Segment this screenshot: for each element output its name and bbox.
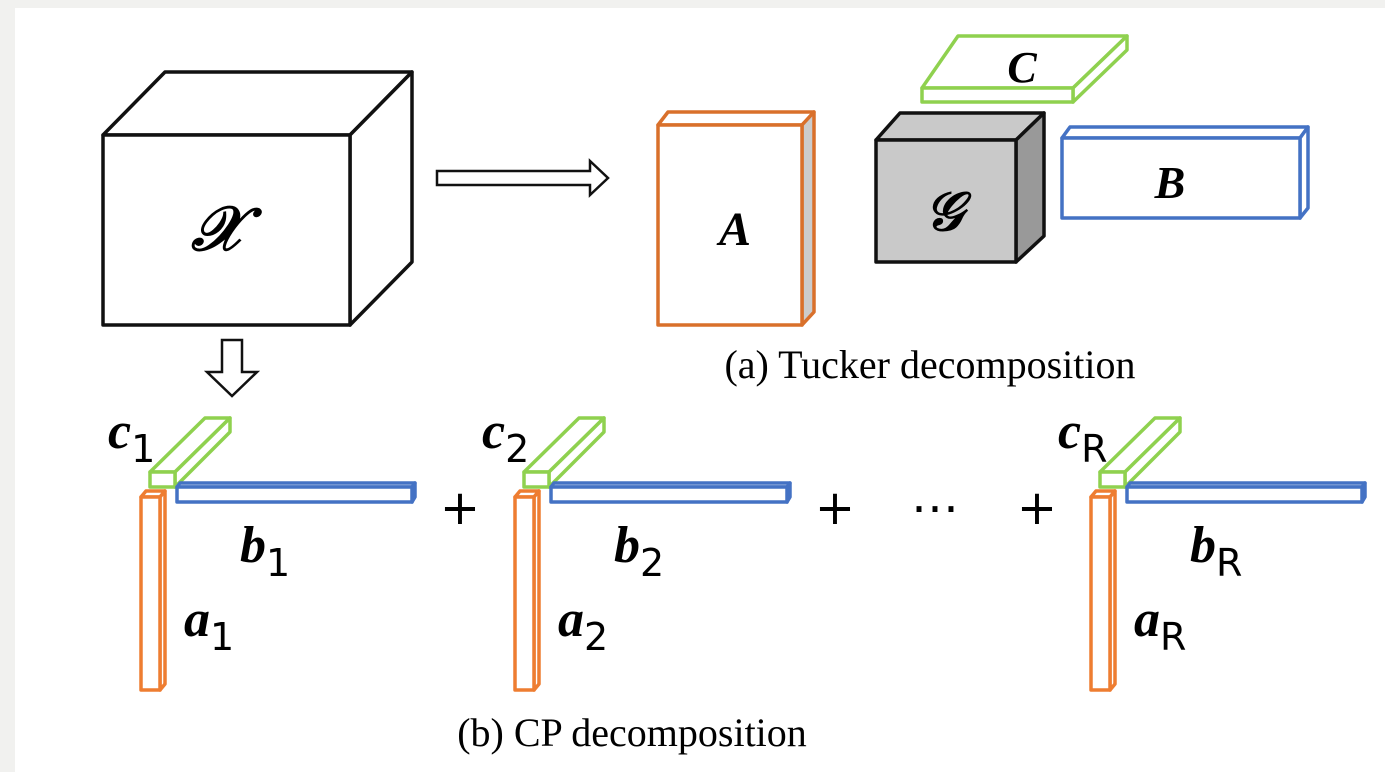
factor-a-label: A [716, 203, 751, 256]
a-label-sub: R [1160, 615, 1186, 659]
a-label-sub: 2 [584, 615, 608, 659]
cp-caption: (b) CP decomposition [457, 710, 807, 755]
factor-c-label: C [1007, 43, 1037, 92]
b-label-base: b [614, 517, 640, 574]
b-vector [1127, 483, 1365, 502]
a-vector [515, 491, 539, 690]
c-label-sub: 1 [131, 427, 155, 471]
a-vector [1091, 491, 1115, 690]
a-label-base: a [184, 591, 210, 648]
a-front [515, 497, 534, 690]
b-front [1127, 487, 1362, 502]
c-front [524, 472, 549, 487]
operator: + [815, 480, 855, 536]
b-front [551, 487, 787, 502]
a-front [1091, 497, 1110, 690]
c-label-base: c [482, 403, 505, 460]
b-label-sub: 2 [640, 541, 664, 585]
c-label-sub: 2 [505, 427, 529, 471]
a-vector [141, 491, 165, 690]
a-front [141, 497, 160, 690]
operator: + [1017, 480, 1057, 536]
operator: ⋯ [911, 480, 959, 536]
a-label-sub: 1 [210, 615, 234, 659]
operator: + [440, 480, 480, 536]
c-front [1100, 472, 1125, 487]
b-vector [551, 483, 790, 502]
c-label-base: c [1058, 403, 1081, 460]
c-label-base: c [108, 403, 131, 460]
b-vector [177, 483, 415, 502]
b-front [177, 487, 412, 502]
a-label-base: a [558, 591, 584, 648]
b-label-sub: 1 [266, 541, 290, 585]
tensor-cube [103, 72, 412, 325]
b-label-base: b [1190, 517, 1216, 574]
diagram: 𝒳 A 𝒢 C B (a) Tucker decomposition (b) C… [0, 0, 1385, 772]
factor-b-label: B [1154, 157, 1186, 208]
a-label-base: a [1134, 591, 1160, 648]
c-label-sub: R [1081, 427, 1107, 471]
c-front [150, 472, 175, 487]
b-label-base: b [240, 517, 266, 574]
b-label-sub: R [1216, 541, 1242, 585]
tucker-caption: (a) Tucker decomposition [724, 342, 1135, 387]
